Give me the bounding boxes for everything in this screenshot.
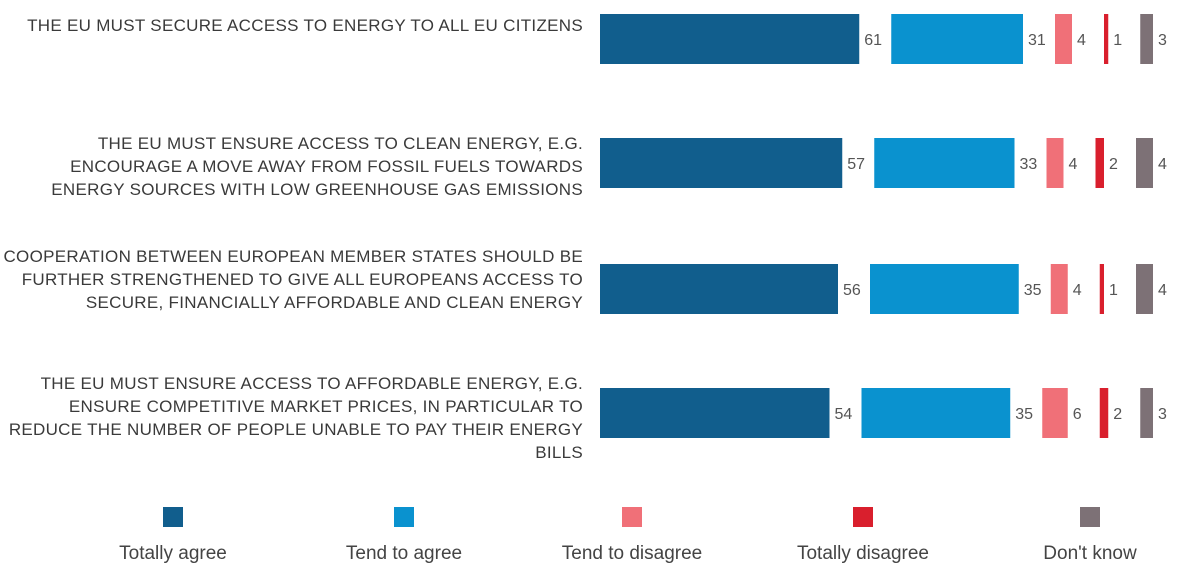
legend-swatch-dont-know: [1080, 507, 1100, 527]
value-label-totally-disagree-4: 2: [1113, 406, 1122, 423]
value-label-dont-know-4: 3: [1158, 406, 1167, 423]
legend-swatch-totally-agree: [163, 507, 183, 527]
legend-swatch-tend-to-disagree: [622, 507, 642, 527]
legend-item-totally-agree: Totally agree: [83, 505, 263, 565]
value-label-tend-to-disagree-3: 4: [1073, 282, 1082, 299]
bar-dont-know-4: [1140, 388, 1153, 438]
value-label-totally-agree-4: 54: [835, 406, 853, 423]
bar-totally-disagree-4: [1099, 388, 1109, 438]
value-label-tend-to-agree-3: 35: [1024, 282, 1042, 299]
legend-label-tend-to-disagree: Tend to disagree: [561, 543, 703, 564]
bar-totally-agree-2: [600, 138, 843, 188]
bar-dont-know-2: [1136, 138, 1153, 188]
bar-totally-disagree-3: [1099, 264, 1104, 314]
bar-tend-to-agree-1: [891, 14, 1023, 64]
bar-tend-to-agree-2: [874, 138, 1015, 188]
bar-tend-to-disagree-1: [1055, 14, 1072, 64]
value-label-totally-agree-1: 61: [864, 32, 882, 49]
category-label-2: THE EU MUST ENSURE ACCESS TO CLEAN ENERG…: [51, 134, 583, 199]
legend-item-tend-to-agree: Tend to agree: [314, 505, 494, 565]
bar-tend-to-agree-4: [861, 388, 1011, 438]
value-label-tend-to-agree-2: 33: [1020, 156, 1038, 173]
bar-tend-to-agree-3: [870, 264, 1019, 314]
value-label-totally-disagree-3: 1: [1109, 282, 1118, 299]
value-label-tend-to-disagree-1: 4: [1077, 32, 1086, 49]
bar-dont-know-3: [1136, 264, 1153, 314]
value-label-tend-to-agree-4: 35: [1015, 406, 1033, 423]
bar-tend-to-disagree-3: [1050, 264, 1068, 314]
value-label-dont-know-2: 4: [1158, 156, 1167, 173]
bar-totally-agree-4: [600, 388, 830, 438]
value-label-tend-to-disagree-4: 6: [1073, 406, 1082, 423]
category-label-1: THE EU MUST SECURE ACCESS TO ENERGY TO A…: [27, 16, 583, 35]
legend-item-dont-know: Don't know: [1000, 505, 1178, 565]
legend-item-totally-disagree: Totally disagree: [773, 505, 953, 565]
bar-totally-agree-3: [600, 264, 838, 314]
value-label-tend-to-agree-1: 31: [1028, 32, 1046, 49]
value-label-dont-know-3: 4: [1158, 282, 1167, 299]
value-label-totally-disagree-2: 2: [1109, 156, 1118, 173]
legend-swatch-tend-to-agree: [394, 507, 414, 527]
bar-dont-know-1: [1140, 14, 1153, 64]
value-label-tend-to-disagree-2: 4: [1069, 156, 1078, 173]
legend-swatch-totally-disagree: [853, 507, 873, 527]
legend-label-tend-to-agree: Tend to agree: [345, 543, 463, 564]
legend: Totally agree Tend to agree Tend to disa…: [0, 505, 1178, 571]
legend-item-tend-to-disagree: Tend to disagree: [542, 505, 722, 565]
value-label-totally-disagree-1: 1: [1113, 32, 1122, 49]
legend-label-dont-know: Don't know: [1043, 543, 1137, 564]
category-label-3: COOPERATION BETWEEN EUROPEAN MEMBER STAT…: [3, 247, 583, 312]
legend-label-totally-disagree: Totally disagree: [796, 543, 930, 564]
bar-tend-to-disagree-4: [1042, 388, 1068, 438]
bar-totally-disagree-2: [1095, 138, 1104, 188]
legend-label-totally-agree: Totally agree: [119, 543, 227, 564]
category-label-4: THE EU MUST ENSURE ACCESS TO AFFORDABLE …: [8, 374, 583, 462]
value-label-totally-agree-3: 56: [843, 282, 861, 299]
bar-totally-disagree-1: [1104, 14, 1109, 64]
bar-totally-agree-1: [600, 14, 860, 64]
value-label-dont-know-1: 3: [1158, 32, 1167, 49]
bar-chart: 61 31 4 1 3 57 33 4 2 4 56 35 4 1 4 54 35 6 2 3: [600, 14, 1167, 438]
bar-tend-to-disagree-2: [1046, 138, 1064, 188]
value-label-totally-agree-2: 57: [847, 156, 865, 173]
